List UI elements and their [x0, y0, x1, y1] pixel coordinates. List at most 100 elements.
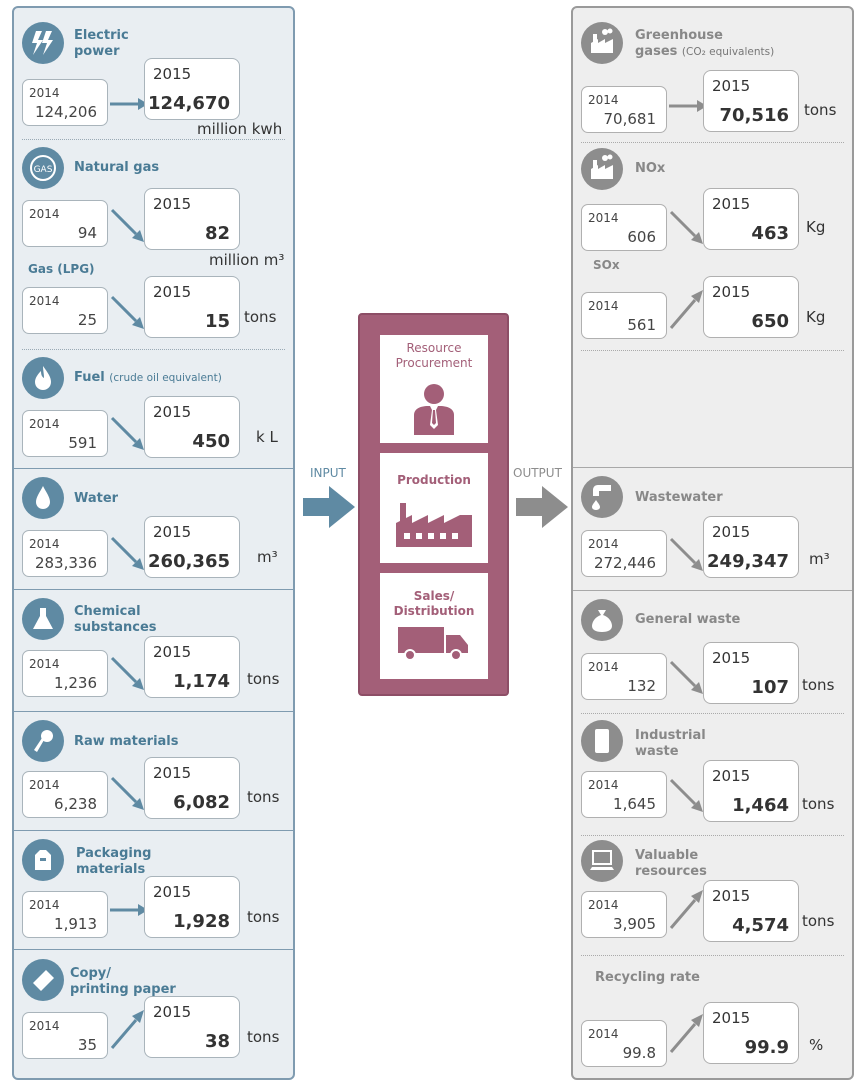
separator — [581, 350, 844, 351]
paper-unit: tons — [247, 1028, 280, 1046]
flat-arrow-icon — [110, 98, 148, 110]
paper-title: Copy/printing paper — [70, 966, 176, 997]
separator — [22, 139, 285, 140]
water-2015-box: 2015 260,365 — [144, 516, 240, 578]
recycling-rate-unit: % — [809, 1036, 824, 1054]
paper-icon — [22, 959, 64, 1001]
sox-2014-box: 2014 561 — [581, 292, 667, 339]
factory-icon — [396, 503, 472, 547]
wastewater-title: Wastewater — [635, 490, 723, 505]
drum-icon — [581, 720, 623, 762]
computer-icon — [581, 840, 623, 882]
raw-materials-2015-box: 2015 6,082 — [144, 757, 240, 819]
separator — [14, 711, 293, 712]
input-panel: Electric power 2014 124,206 2015 124,670 mi… — [12, 6, 295, 1080]
natural-gas-title: Natural gas — [74, 160, 160, 175]
down-arrow-icon — [110, 536, 144, 570]
valuable-resources-unit: tons — [802, 912, 835, 930]
raw-materials-2014-box: 2014 6,238 — [22, 771, 108, 818]
valuable-resources-title: Valuable resources — [635, 848, 707, 879]
svg-text:GAS: GAS — [34, 165, 53, 175]
input-label: INPUT — [310, 466, 346, 480]
valuable-resources-2014-box: 2014 3,905 — [581, 891, 667, 938]
output-label: OUTPUT — [513, 466, 562, 480]
faucet-icon — [581, 476, 623, 518]
down-arrow-icon — [669, 778, 703, 812]
flat-arrow-icon — [669, 100, 707, 112]
raw-materials-unit: tons — [247, 788, 280, 806]
person-icon — [414, 384, 454, 435]
down-arrow-icon — [110, 776, 144, 810]
separator — [573, 590, 852, 591]
flat-arrow-icon — [110, 904, 148, 916]
water-title: Water — [74, 491, 119, 506]
separator — [581, 955, 844, 956]
process-box: Resource Procurement Production Sales/Dis… — [358, 313, 509, 696]
input-arrow-icon — [303, 486, 355, 528]
separator — [573, 467, 852, 468]
water-unit: m³ — [257, 548, 278, 566]
factory-emission-icon — [581, 22, 623, 64]
fuel-title: Fuel (crude oil equivalent) — [74, 370, 222, 385]
greenhouse-2014-box: 2014 70,681 — [581, 86, 667, 133]
nox-2014-box: 2014 606 — [581, 204, 667, 251]
up-arrow-icon — [669, 890, 703, 929]
separator — [581, 713, 844, 714]
industrial-waste-title: Industrial waste — [635, 728, 706, 759]
sales-distribution-label: Sales/Distribution — [393, 589, 475, 618]
separator — [581, 835, 844, 836]
fuel-2015-box: 2015 450 — [144, 396, 240, 458]
down-arrow-icon — [110, 656, 144, 690]
paper-2014-box: 2014 35 — [22, 1012, 108, 1059]
production-label: Production — [397, 473, 471, 487]
up-arrow-icon — [669, 290, 703, 329]
lpg-unit: tons — [244, 308, 277, 326]
raw-materials-icon — [22, 720, 64, 762]
electric-power-icon — [22, 22, 64, 64]
wastewater-unit: m³ — [809, 550, 830, 568]
down-arrow-icon — [669, 660, 703, 694]
sox-title: SOx — [593, 258, 620, 272]
recycling-rate-2014-box: 2014 99.8 — [581, 1020, 667, 1067]
general-waste-title: General waste — [635, 612, 741, 627]
recycling-rate-title: Recycling rate — [595, 970, 700, 985]
fuel-2014-box: 2014 591 — [22, 410, 108, 457]
greenhouse-unit: tons — [804, 101, 837, 119]
wastewater-2015-box: 2015 249,347 — [703, 516, 799, 578]
general-waste-2014-box: 2014 132 — [581, 653, 667, 700]
fuel-unit: k L — [256, 428, 278, 446]
natural-gas-unit: million m³ — [209, 251, 285, 269]
separator — [14, 949, 293, 950]
electric-power-title: Electric power — [74, 28, 129, 59]
truck-icon — [398, 627, 468, 661]
separator — [581, 142, 844, 143]
natural-gas-2015-box: 2015 82 — [144, 188, 240, 250]
wastewater-2014-box: 2014 272,446 — [581, 530, 667, 577]
raw-materials-title: Raw materials — [74, 734, 179, 749]
nox-2015-box: 2015 463 — [703, 188, 799, 250]
package-icon — [22, 839, 64, 881]
output-arrow-icon — [516, 486, 568, 528]
chemical-title: Chemical substances — [74, 604, 157, 635]
packaging-title: Packaging materials — [76, 846, 152, 877]
industrial-waste-2015-box: 2015 1,464 — [703, 760, 799, 822]
flame-icon — [22, 357, 64, 399]
general-waste-2015-box: 2015 107 — [703, 642, 799, 704]
electric-2015-box: 2015 124,670 — [144, 58, 240, 120]
nox-unit: Kg — [806, 218, 826, 236]
production-card: Production — [380, 453, 488, 563]
chemical-unit: tons — [247, 670, 280, 688]
up-arrow-icon — [669, 1014, 703, 1053]
greenhouse-title: Greenhouse gases (CO₂ equivalents) — [635, 28, 775, 59]
paper-2015-box: 2015 38 — [144, 996, 240, 1058]
chemical-2015-box: 2015 1,174 — [144, 636, 240, 698]
industrial-waste-2014-box: 2014 1,645 — [581, 771, 667, 818]
down-arrow-icon — [110, 416, 144, 450]
sox-2015-box: 2015 650 — [703, 276, 799, 338]
up-arrow-icon — [110, 1010, 144, 1049]
separator — [22, 349, 285, 350]
lpg-title: Gas (LPG) — [28, 262, 95, 276]
packaging-2015-box: 2015 1,928 — [144, 876, 240, 938]
electric-2014-box: 2014 124,206 — [22, 79, 108, 126]
down-arrow-icon — [110, 295, 144, 329]
